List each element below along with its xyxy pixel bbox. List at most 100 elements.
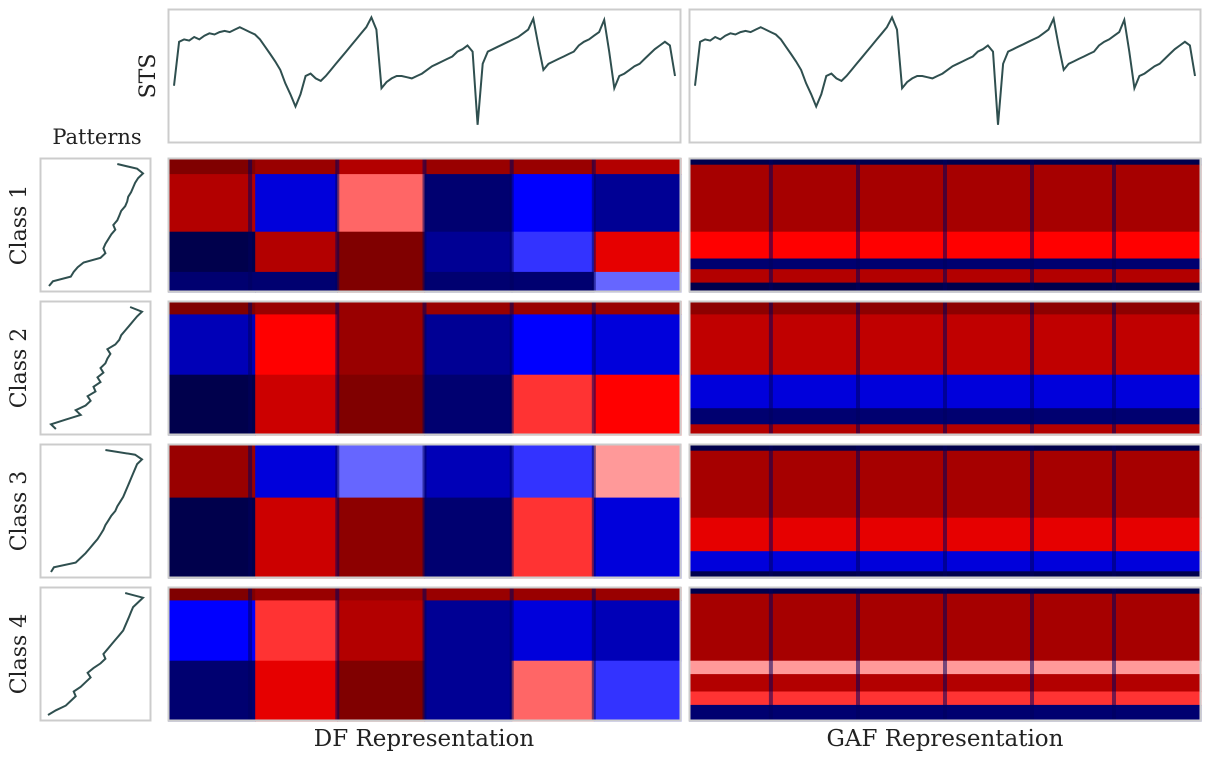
df-break-2-2 [335,301,340,435]
gaf-break-3-4 [1030,444,1034,578]
df-cell-4-6 [424,600,513,662]
pattern-line-class-1 [48,163,145,287]
df-panel-class-3 [167,443,682,579]
df-cell-1-2 [255,158,338,175]
gaf-break-3-5 [1112,444,1116,578]
pattern-panel-bg-3 [40,444,151,578]
sts-panel-bg-df [168,9,681,143]
df-cell-2-14 [511,374,595,436]
df-break-4-1 [248,587,253,721]
df-cell-1-4 [424,158,513,175]
patterns-title: Patterns [52,125,141,149]
df-break-4-5 [591,587,596,721]
df-cell-3-7 [168,497,256,579]
gaf-representation-label: GAF Representation [827,726,1064,752]
gaf-break-2-3 [943,301,947,435]
df-break-3-4 [509,444,514,578]
gaf-break-3-1 [768,444,773,578]
df-cell-1-8 [255,174,338,233]
df-cell-3-3 [337,444,426,499]
df-cell-1-12 [593,174,682,233]
df-cell-2-12 [337,374,426,436]
sts-line-gaf [694,15,1196,125]
df-cell-1-23 [511,271,595,293]
gaf-break-2-2 [856,301,860,435]
gaf-break-1-5 [1112,158,1116,292]
df-cell-3-5 [511,444,595,499]
df-break-3-2 [335,444,340,578]
sts-label: STS [136,54,161,99]
df-cell-1-11 [511,174,595,233]
df-panel-class-1 [167,157,682,293]
pattern-line-class-3 [50,449,144,573]
gaf-panel-class-3 [688,443,1202,579]
df-cell-1-10 [424,174,513,233]
df-cell-4-10 [255,660,338,722]
df-panel-class-4 [167,586,682,722]
row-label-class-1: Class 1 [7,185,32,266]
df-cell-4-8 [593,600,682,662]
df-cell-1-19 [168,271,256,293]
df-cell-3-11 [511,497,595,579]
df-panel-class-2 [167,300,682,436]
df-break-3-3 [422,444,427,578]
gaf-break-4-4 [1030,587,1034,721]
df-break-4-4 [509,587,514,721]
gaf-panel-class-4 [688,586,1202,722]
df-cell-1-17 [511,231,595,273]
gaf-break-4-1 [768,587,773,721]
df-cell-3-4 [424,444,513,499]
df-cell-3-2 [255,444,338,499]
df-cell-4-13 [511,660,595,722]
pattern-line-class-4 [47,592,145,716]
df-cell-2-13 [424,374,513,436]
df-break-1-5 [591,158,596,292]
df-break-1-3 [422,158,427,292]
df-cell-1-22 [424,271,513,293]
df-cell-3-10 [424,497,513,579]
gaf-break-1-3 [943,158,947,292]
pattern-line-class-2 [49,306,144,430]
pattern-panel-class-1 [39,157,152,293]
row-label-class-4: Class 4 [7,614,32,695]
gaf-break-1-4 [1030,158,1034,292]
df-break-2-5 [591,301,596,435]
df-cell-1-16 [424,231,513,273]
df-break-1-2 [335,158,340,292]
df-cell-2-15 [593,374,682,436]
df-cell-1-5 [511,158,595,175]
sts-line-df [173,15,676,125]
sts-panel-bg-gaf [689,9,1201,143]
df-cell-2-11 [255,374,338,436]
gaf-break-1-2 [856,158,860,292]
df-break-1-1 [248,158,253,292]
df-cell-4-12 [424,660,513,722]
df-cell-4-3 [168,600,256,662]
df-cell-2-3 [424,301,682,315]
panels-layer [39,8,1202,722]
df-cell-1-21 [337,271,426,293]
df-cell-4-2 [255,587,682,601]
df-cell-1-14 [255,231,338,273]
sts-panel-df [167,8,682,144]
df-cell-3-8 [255,497,338,579]
row-label-class-3: Class 3 [7,471,32,552]
row-label-class-2: Class 2 [7,328,32,409]
df-cell-1-6 [593,158,682,175]
df-cell-3-12 [593,497,682,579]
df-cell-1-20 [255,271,338,293]
pattern-panel-class-3 [39,443,152,579]
df-cell-2-7 [424,314,513,376]
gaf-panel-class-1 [688,157,1202,293]
df-cell-2-6 [337,314,426,376]
df-cell-2-9 [593,314,682,376]
df-break-2-1 [248,301,253,435]
gaf-break-1-1 [768,158,773,292]
df-cell-4-11 [337,660,426,722]
df-cell-1-18 [593,231,682,273]
df-cell-3-9 [337,497,426,579]
df-cell-3-6 [593,444,682,499]
sts-panel-gaf [688,8,1202,144]
df-cell-2-5 [255,314,338,376]
